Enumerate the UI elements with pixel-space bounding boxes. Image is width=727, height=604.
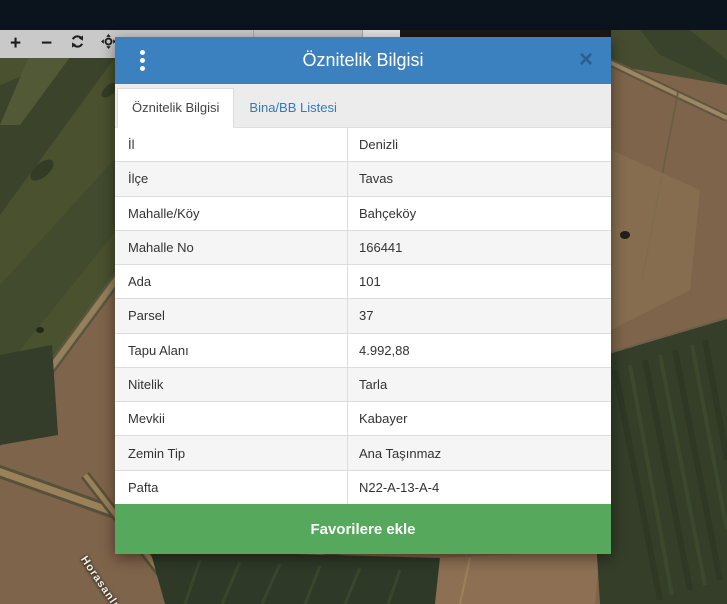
- table-row-mahalle-no: Mahalle No 166441: [115, 230, 611, 266]
- refresh-icon: [70, 31, 85, 57]
- row-label: Mevkii: [115, 402, 348, 436]
- table-row-pafta: Pafta N22-A-13-A-4: [115, 470, 611, 504]
- table-row-zemin-tip: Zemin Tip Ana Taşınmaz: [115, 436, 611, 471]
- table-row-ilce: İlçe Tavas: [115, 162, 611, 197]
- add-to-favorites-button[interactable]: Favorilere ekle: [115, 504, 611, 554]
- row-label: Mahalle No: [115, 230, 348, 265]
- row-value: Tavas: [359, 171, 393, 187]
- row-value: 4.992,88: [359, 342, 410, 358]
- row-value: 37: [359, 308, 374, 324]
- table-row-mevkii: Mevkii Kabayer: [115, 402, 611, 437]
- row-label: Zemin Tip: [115, 436, 348, 470]
- row-label: Mahalle/Köy: [115, 196, 348, 230]
- row-value: 166441: [359, 239, 403, 255]
- refresh-button[interactable]: [62, 30, 93, 58]
- zoom-out-button[interactable]: −: [31, 30, 62, 58]
- row-value: Bahçeköy: [359, 205, 417, 221]
- row-value: Denizli: [359, 137, 399, 153]
- table-row-il: İl Denizli: [115, 128, 611, 163]
- table-row-parsel: Parsel 37: [115, 299, 611, 334]
- attribute-info-dialog: Öznitelik Bilgisi × Öznitelik Bilgisi Bi…: [115, 37, 611, 554]
- row-label: İlçe: [115, 162, 348, 196]
- row-label: Parsel: [115, 299, 348, 333]
- row-value: Tarla: [359, 376, 388, 392]
- table-row-nitelik: Nitelik Tarla: [115, 367, 611, 403]
- row-label: Pafta: [115, 470, 348, 504]
- row-value: Kabayer: [359, 411, 408, 427]
- row-value: N22-A-13-A-4: [359, 479, 440, 495]
- tab-bina-bb-listesi[interactable]: Bina/BB Listesi: [249, 100, 337, 115]
- kebab-menu-icon[interactable]: [127, 46, 157, 76]
- table-row-mahalle-koy: Mahalle/Köy Bahçeköy: [115, 196, 611, 231]
- close-icon[interactable]: ×: [573, 47, 599, 73]
- table-row-ada: Ada 101: [115, 265, 611, 300]
- dialog-title: Öznitelik Bilgisi: [302, 50, 424, 70]
- row-value: 101: [359, 274, 381, 290]
- row-value: Ana Taşınmaz: [359, 445, 442, 461]
- row-label: Tapu Alanı: [115, 333, 348, 367]
- pan-button[interactable]: [93, 30, 124, 58]
- attribute-table: İl Denizli İlçe Tavas Mahalle/Köy Bahçek…: [115, 128, 611, 504]
- row-label: Ada: [115, 265, 348, 299]
- zoom-in-button[interactable]: +: [0, 30, 31, 58]
- pan-icon: [101, 31, 116, 57]
- row-label: İl: [115, 128, 348, 162]
- dialog-header: Öznitelik Bilgisi ×: [115, 37, 611, 84]
- table-row-tapu-alani: Tapu Alanı 4.992,88: [115, 333, 611, 368]
- dialog-tabbar: Öznitelik Bilgisi Bina/BB Listesi: [115, 84, 611, 128]
- tab-oznitelik-bilgisi[interactable]: Öznitelik Bilgisi: [117, 88, 235, 128]
- top-black-bar: [0, 0, 727, 30]
- row-label: Nitelik: [115, 367, 348, 402]
